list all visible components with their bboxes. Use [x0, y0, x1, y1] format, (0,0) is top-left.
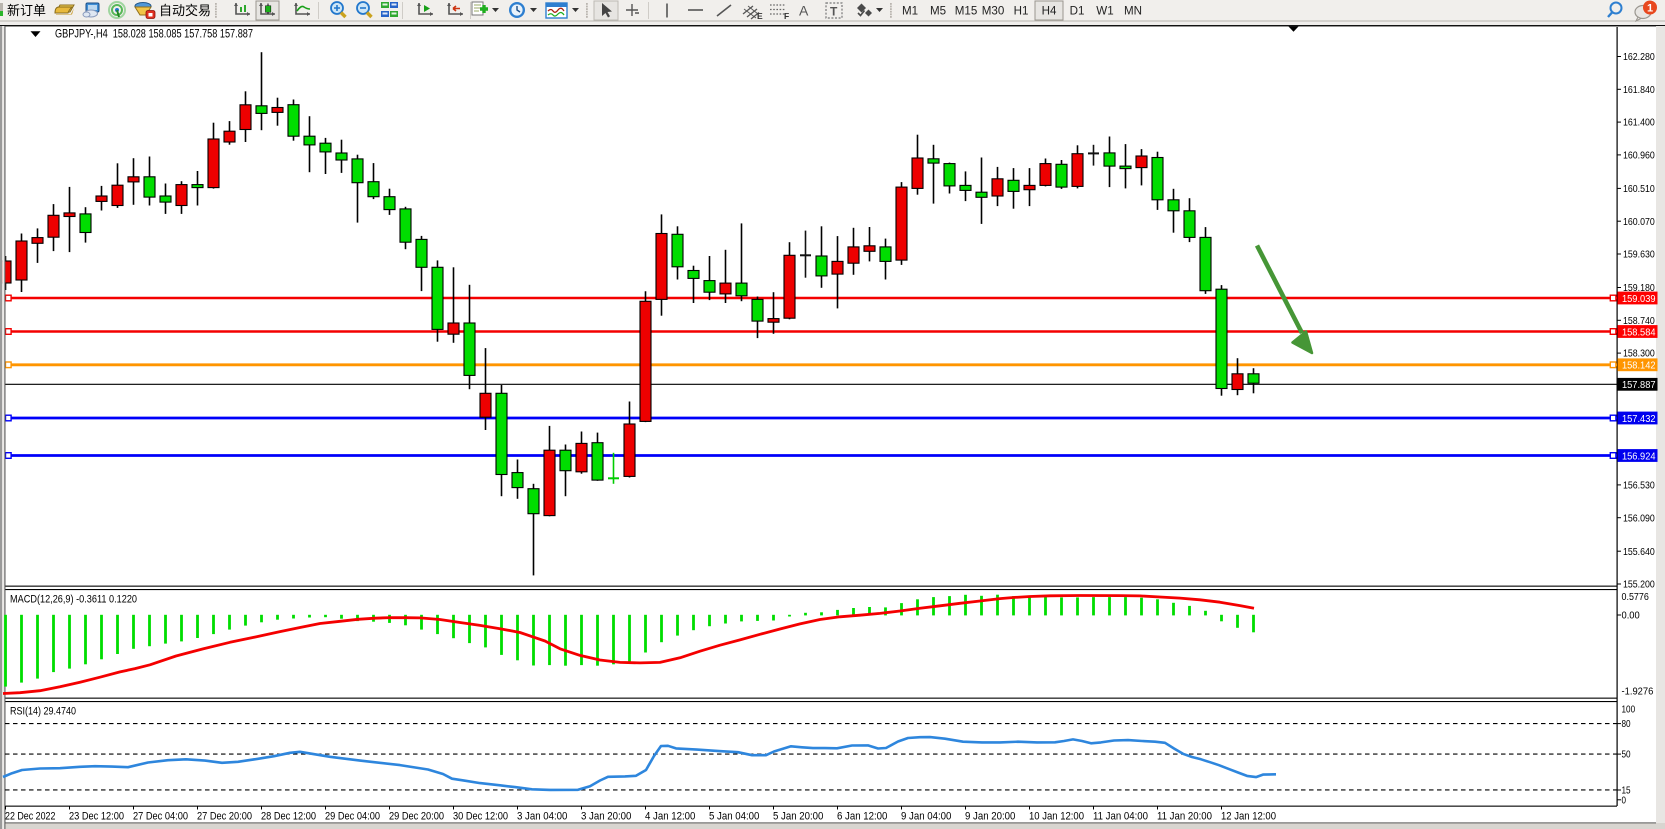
svg-text:5 Jan 04:00: 5 Jan 04:00 — [709, 811, 759, 823]
svg-text:12 Jan 12:00: 12 Jan 12:00 — [1221, 811, 1276, 823]
svg-text:D1: D1 — [1070, 5, 1085, 18]
svg-text:9 Jan 20:00: 9 Jan 20:00 — [965, 811, 1015, 823]
svg-text:H1: H1 — [1014, 5, 1029, 18]
svg-text:156.090: 156.090 — [1623, 513, 1655, 524]
svg-text:H4: H4 — [1042, 5, 1057, 18]
svg-text:158.740: 158.740 — [1623, 316, 1655, 327]
svg-text:11 Jan 04:00: 11 Jan 04:00 — [1093, 811, 1148, 823]
svg-text:160.510: 160.510 — [1623, 184, 1655, 195]
svg-text:MN: MN — [1124, 5, 1142, 18]
svg-text:4 Jan 12:00: 4 Jan 12:00 — [645, 811, 695, 823]
svg-text:159.630: 159.630 — [1623, 250, 1655, 261]
svg-text:RSI(14) 29.4740: RSI(14) 29.4740 — [10, 706, 76, 718]
svg-text:158.142: 158.142 — [1622, 361, 1656, 372]
svg-text:GBPJPY-,H4 158.028 158.085 15: GBPJPY-,H4 158.028 158.085 157.758 157.8… — [55, 28, 253, 41]
svg-text:0.00: 0.00 — [1622, 611, 1640, 622]
svg-text:6 Jan 12:00: 6 Jan 12:00 — [837, 811, 887, 823]
svg-text:W1: W1 — [1096, 5, 1113, 18]
svg-text:29 Dec 04:00: 29 Dec 04:00 — [325, 811, 380, 823]
svg-text:158.584: 158.584 — [1622, 327, 1656, 338]
svg-text:22 Dec 2022: 22 Dec 2022 — [5, 811, 55, 823]
svg-text:27 Dec 20:00: 27 Dec 20:00 — [197, 811, 252, 823]
svg-text:新订单: 新订单 — [7, 3, 46, 18]
svg-text:10 Jan 12:00: 10 Jan 12:00 — [1029, 811, 1084, 823]
svg-text:-1.9276: -1.9276 — [1622, 687, 1654, 698]
svg-text:9 Jan 04:00: 9 Jan 04:00 — [901, 811, 951, 823]
svg-text:160.070: 160.070 — [1623, 217, 1655, 228]
svg-text:29 Dec 20:00: 29 Dec 20:00 — [389, 811, 444, 823]
svg-text:MACD(12,26,9) -0.3611 0.1220: MACD(12,26,9) -0.3611 0.1220 — [10, 594, 137, 606]
svg-text:23 Dec 12:00: 23 Dec 12:00 — [69, 811, 124, 823]
svg-text:A: A — [799, 3, 809, 19]
svg-text:自动交易: 自动交易 — [159, 3, 211, 18]
svg-text:80: 80 — [1622, 719, 1631, 730]
svg-text:158.300: 158.300 — [1623, 349, 1655, 360]
svg-text:F: F — [784, 11, 789, 21]
svg-text:M5: M5 — [930, 5, 946, 18]
svg-text:M1: M1 — [902, 5, 918, 18]
svg-text:156.530: 156.530 — [1623, 481, 1655, 492]
svg-text:160.960: 160.960 — [1623, 151, 1655, 162]
svg-text:100: 100 — [1622, 705, 1636, 716]
svg-text:161.400: 161.400 — [1623, 118, 1655, 129]
svg-text:156.924: 156.924 — [1622, 451, 1656, 462]
svg-text:30 Dec 12:00: 30 Dec 12:00 — [453, 811, 508, 823]
svg-text:157.432: 157.432 — [1622, 414, 1656, 425]
svg-text:50: 50 — [1622, 750, 1631, 761]
svg-text:11 Jan 20:00: 11 Jan 20:00 — [1157, 811, 1212, 823]
svg-text:28 Dec 12:00: 28 Dec 12:00 — [261, 811, 316, 823]
svg-text:27 Dec 04:00: 27 Dec 04:00 — [133, 811, 188, 823]
svg-text:159.180: 159.180 — [1623, 283, 1655, 294]
svg-text:T: T — [830, 5, 838, 19]
svg-text:5 Jan 20:00: 5 Jan 20:00 — [773, 811, 823, 823]
svg-text:M15: M15 — [955, 5, 978, 18]
svg-text:161.840: 161.840 — [1623, 85, 1655, 96]
svg-text:157.887: 157.887 — [1622, 380, 1656, 391]
svg-text:E: E — [757, 11, 763, 21]
svg-text:159.039: 159.039 — [1622, 294, 1656, 305]
svg-text:1: 1 — [1647, 3, 1653, 15]
svg-text:M30: M30 — [982, 5, 1005, 18]
svg-text:155.200: 155.200 — [1623, 580, 1655, 591]
svg-text:0.5776: 0.5776 — [1622, 592, 1649, 603]
svg-text:0: 0 — [1622, 795, 1627, 806]
svg-text:3 Jan 04:00: 3 Jan 04:00 — [517, 811, 567, 823]
svg-text:3 Jan 20:00: 3 Jan 20:00 — [581, 811, 631, 823]
svg-text:162.280: 162.280 — [1623, 52, 1655, 63]
svg-text:15: 15 — [1622, 786, 1631, 797]
svg-text:155.640: 155.640 — [1623, 547, 1655, 558]
